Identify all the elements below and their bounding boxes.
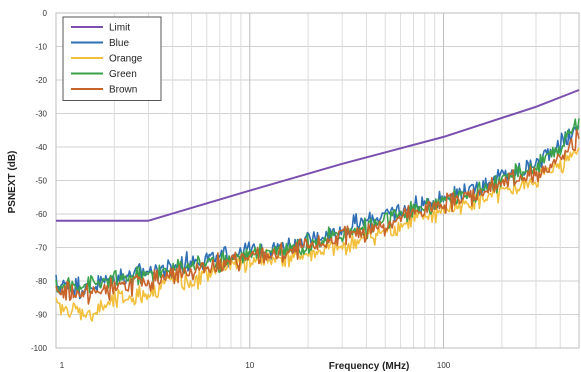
series-line-limit <box>56 89 580 222</box>
y-tick-label: -90 <box>35 311 47 320</box>
y-tick-label: -80 <box>35 277 47 286</box>
x-tick-label: 100 <box>437 361 451 370</box>
y-tick-label: -20 <box>35 76 47 85</box>
legend-label: Limit <box>109 23 130 34</box>
plot-frame <box>55 12 580 349</box>
y-axis-title: PSNEXT (dB) <box>7 151 18 214</box>
y-axis-ticks: 0 -10 -20 -30 -40 -50 -60 -70 -80 -90 -100 <box>31 9 48 353</box>
legend: Limit Blue Orange Green Brown <box>62 16 162 101</box>
y-tick-label: -70 <box>35 244 47 253</box>
y-tick-label: -100 <box>31 344 48 353</box>
legend-label: Brown <box>109 85 137 96</box>
series-lines <box>55 89 580 322</box>
series-line-brown <box>55 128 580 305</box>
legend-label: Blue <box>109 38 129 49</box>
y-tick-label: -30 <box>35 110 47 119</box>
y-tick-label: -60 <box>35 210 47 219</box>
x-axis-title: Frequency (MHz) <box>329 361 410 372</box>
series-line-orange <box>55 147 580 322</box>
y-tick-label: -50 <box>35 177 47 186</box>
x-tick-label: 1 <box>60 361 65 370</box>
x-tick-label: 10 <box>245 361 254 370</box>
legend-label: Orange <box>109 54 143 65</box>
x-axis-ticks: 1 10 100 <box>60 361 451 370</box>
y-tick-label: -10 <box>35 43 47 52</box>
y-tick-label: 0 <box>43 9 48 18</box>
y-tick-label: -40 <box>35 143 47 152</box>
legend-label: Green <box>109 69 137 80</box>
